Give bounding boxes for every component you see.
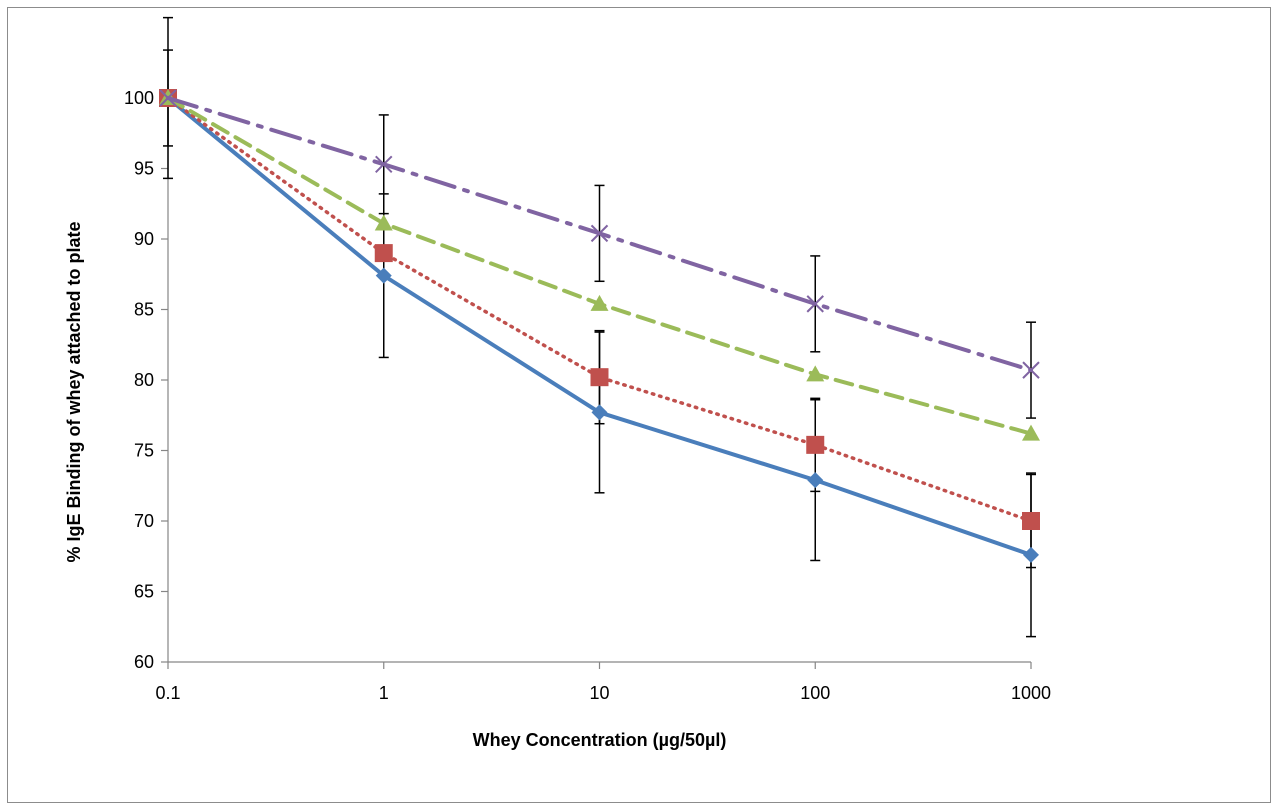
y-tick-label: 100 bbox=[124, 88, 154, 108]
x-tick-label: 1000 bbox=[1011, 683, 1051, 703]
y-tick-label: 70 bbox=[134, 511, 154, 531]
data-point-series-2 bbox=[1022, 512, 1040, 530]
data-point-series-4 bbox=[1022, 361, 1040, 379]
x-tick-label: 10 bbox=[589, 683, 609, 703]
data-point-series-4 bbox=[159, 89, 177, 107]
data-point-series-4 bbox=[590, 224, 609, 243]
y-tick-label: 65 bbox=[134, 582, 154, 602]
y-tick-label: 60 bbox=[134, 652, 154, 672]
data-point-series-3 bbox=[590, 294, 609, 311]
x-tick-label: 1 bbox=[379, 683, 389, 703]
data-point-series-1 bbox=[591, 404, 608, 421]
y-tick-label: 90 bbox=[134, 229, 154, 249]
y-tick-label: 95 bbox=[134, 159, 154, 179]
data-point-series-3 bbox=[374, 214, 393, 231]
data-point-series-2 bbox=[806, 435, 825, 454]
data-point-series-3 bbox=[1022, 424, 1040, 441]
data-point-series-4 bbox=[806, 295, 824, 313]
y-tick-label: 85 bbox=[134, 300, 154, 320]
data-point-series-2 bbox=[590, 368, 609, 387]
data-point-series-2 bbox=[374, 244, 393, 263]
x-axis-title: Whey Concentration (µg/50µl) bbox=[473, 730, 727, 750]
y-tick-label: 80 bbox=[134, 370, 154, 390]
x-tick-label: 100 bbox=[800, 683, 830, 703]
data-point-series-1 bbox=[807, 472, 824, 489]
y-tick-label: 75 bbox=[134, 441, 154, 461]
series-line-2 bbox=[166, 96, 1033, 523]
data-point-series-1 bbox=[375, 267, 392, 284]
data-point-series-4 bbox=[375, 155, 393, 173]
data-point-series-3 bbox=[806, 365, 825, 382]
data-point-series-1 bbox=[1023, 546, 1039, 563]
x-tick-label: 0.1 bbox=[155, 683, 180, 703]
y-axis-title: % IgE Binding of whey attached to plate bbox=[64, 221, 84, 562]
